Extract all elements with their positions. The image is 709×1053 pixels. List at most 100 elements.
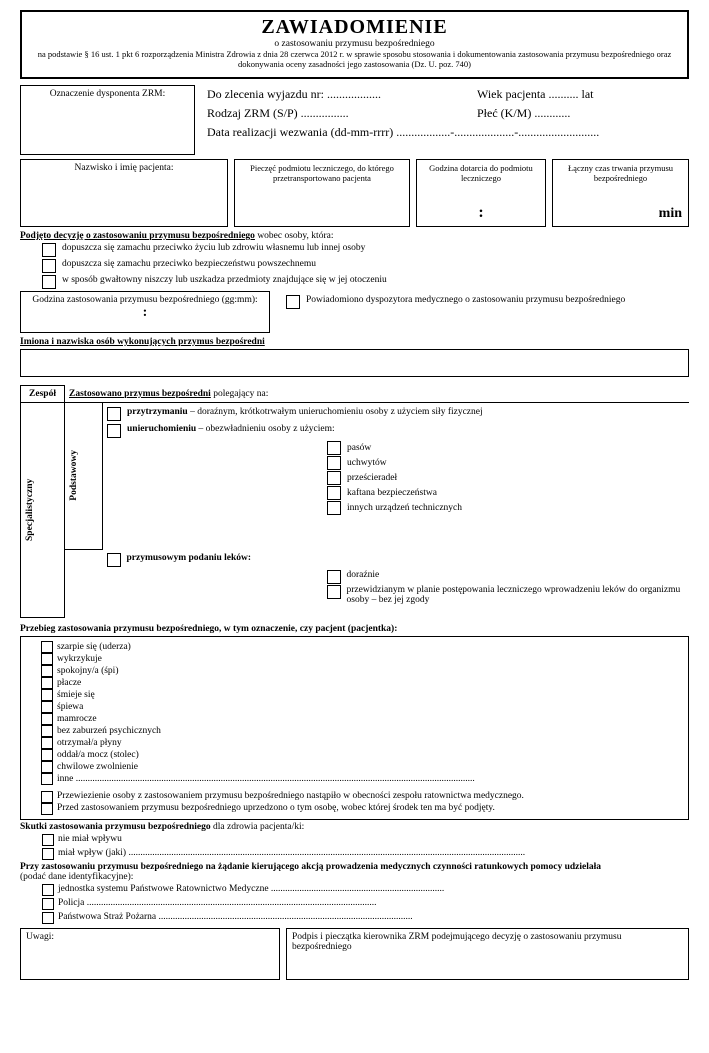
checkbox[interactable]	[41, 713, 53, 725]
checkbox[interactable]	[41, 665, 53, 677]
checkbox[interactable]	[327, 585, 341, 599]
signature-label: Podpis i pieczątka kierownika ZRM podejm…	[292, 932, 622, 952]
patient-name-box: Nazwisko i imię pacjenta:	[20, 159, 228, 227]
checkbox[interactable]	[41, 641, 53, 653]
patient-row: Nazwisko i imię pacjenta: Pieczęć podmio…	[20, 159, 689, 227]
zrm-type: Rodzaj ZRM (S/P) ................	[207, 106, 477, 121]
assist-item: jednostka systemu Państwowe Ratownictwo …	[58, 884, 444, 894]
checkbox[interactable]	[41, 803, 53, 815]
decision-text: dopuszcza się zamachu przeciwko bezpiecz…	[62, 259, 316, 269]
checkbox[interactable]	[42, 848, 54, 860]
immob-desc: – obezwładnieniu osoby z użyciem:	[196, 424, 335, 434]
checkbox[interactable]	[41, 737, 53, 749]
checkbox[interactable]	[42, 834, 54, 846]
dispatcher-row: Powiadomiono dyspozytora medycznego o za…	[276, 291, 689, 333]
team-specialist: Specjalistyczny	[25, 406, 35, 614]
course-item: spokojny/a (śpi)	[57, 666, 118, 676]
header-box: ZAWIADOMIENIE o zastosowaniu przymusu be…	[20, 10, 689, 79]
decision-item: dopuszcza się zamachu przeciwko życiu lu…	[42, 243, 689, 257]
doc-title: ZAWIADOMIENIE	[30, 16, 679, 39]
sub-item: prześcieradeł	[347, 473, 397, 483]
names-box[interactable]	[20, 349, 689, 377]
checkbox[interactable]	[42, 898, 54, 910]
apply-time-box: Godzina zastosowania przymusu bezpośredn…	[20, 291, 270, 333]
course-item: śpiewa	[57, 702, 83, 712]
decision-item: w sposób gwałtowny niszczy lub uszkadza …	[42, 275, 689, 289]
meds-item: doraźnie	[347, 570, 380, 580]
remarks-box[interactable]: Uwagi:	[20, 928, 280, 980]
checkbox[interactable]	[41, 689, 53, 701]
effects-section: Skutki zastosowania przymusu bezpośredni…	[20, 822, 689, 860]
checkbox[interactable]	[42, 912, 54, 924]
duration-label: Łączny czas trwania przymusu bezpośredni…	[568, 163, 673, 183]
team-basic: Podstawowy	[69, 406, 79, 546]
decision-section: Podjęto decyzję o zastosowaniu przymusu …	[20, 231, 689, 289]
effects-header-a: Skutki zastosowania przymusu bezpośredni…	[20, 822, 211, 832]
order-number: Do zlecenia wyjazdu nr: ................…	[207, 87, 477, 102]
course-header: Przebieg zastosowania przymusu bezpośred…	[20, 624, 689, 634]
effects-b: miał wpływ (jaki) ......................…	[58, 848, 525, 858]
checkbox[interactable]	[327, 471, 341, 485]
checkbox[interactable]	[327, 456, 341, 470]
checkbox[interactable]	[41, 725, 53, 737]
dispatcher-label: Powiadomiono dyspozytora medycznego o za…	[306, 295, 625, 305]
checkbox[interactable]	[42, 884, 54, 896]
course-item: szarpie się (uderza)	[57, 642, 131, 652]
stamp-label: Pieczęć podmiotu leczniczego, do którego…	[250, 163, 394, 183]
checkbox[interactable]	[41, 791, 53, 803]
checkbox[interactable]	[42, 243, 56, 257]
checkbox[interactable]	[327, 441, 341, 455]
checkbox[interactable]	[327, 501, 341, 515]
meds-item: przewidzianym w planie postępowania lecz…	[347, 585, 686, 605]
checkbox[interactable]	[327, 486, 341, 500]
checkbox[interactable]	[41, 653, 53, 665]
applied-a: Zastosowano przymus bezpośredni	[69, 389, 211, 399]
team-table: Zespół Zastosowano przymus bezpośredni p…	[20, 385, 689, 618]
names-header: Imiona i nazwiska osób wykonujących przy…	[20, 337, 689, 347]
patient-age: Wiek pacjenta .......... lat	[477, 87, 593, 102]
checkbox[interactable]	[327, 570, 341, 584]
decision-text: w sposób gwałtowny niszczy lub uszkadza …	[62, 275, 387, 285]
checkbox[interactable]	[41, 749, 53, 761]
assist-header-b: (podać dane identyfikacyjne):	[20, 872, 133, 882]
duration-box: Łączny czas trwania przymusu bezpośredni…	[552, 159, 689, 227]
checkbox[interactable]	[107, 553, 121, 567]
course-item: chwilowe zwolnienie	[57, 762, 138, 772]
course-item: śmieje się	[57, 690, 95, 700]
decision-header-b: wobec osoby, która:	[255, 231, 334, 241]
immob-label: unieruchomieniu	[127, 424, 196, 434]
checkbox[interactable]	[107, 424, 121, 438]
zrm-dispatcher-label: Oznaczenie dysponenta ZRM:	[50, 89, 166, 99]
course-item: wykrzykuje	[57, 654, 102, 664]
checkbox[interactable]	[41, 761, 53, 773]
stamp-box: Pieczęć podmiotu leczniczego, do którego…	[234, 159, 410, 227]
sub-item: pasów	[347, 443, 371, 453]
effects-a: nie miał wpływu	[58, 834, 122, 844]
doc-basis: na podstawie § 16 ust. 1 pkt 6 rozporząd…	[30, 49, 679, 69]
call-date: Data realizacji wezwania (dd-mm-rrrr) ..…	[207, 125, 689, 140]
arrival-time-label: Godzina dotarcia do podmiotu leczniczego	[429, 163, 533, 183]
course-item: mamrocze	[57, 714, 97, 724]
meds-header: przymusowym podaniu leków:	[127, 553, 252, 563]
order-info: Do zlecenia wyjazdu nr: ................…	[201, 85, 689, 155]
course-box: szarpie się (uderza) wykrzykuje spokojny…	[20, 636, 689, 820]
checkbox[interactable]	[42, 275, 56, 289]
checkbox[interactable]	[107, 407, 121, 421]
decision-text: dopuszcza się zamachu przeciwko życiu lu…	[62, 243, 365, 253]
doc-subtitle: o zastosowaniu przymusu bezpośredniego	[30, 39, 679, 49]
apply-time-label: Godzina zastosowania przymusu bezpośredn…	[32, 295, 257, 305]
assist-header-a: Przy zastosowaniu przymusu bezpośrednieg…	[20, 862, 601, 872]
checkbox[interactable]	[286, 295, 300, 309]
checkbox[interactable]	[41, 701, 53, 713]
checkbox[interactable]	[42, 259, 56, 273]
checkbox[interactable]	[41, 773, 53, 785]
apply-time-value: :	[26, 305, 264, 321]
checkbox[interactable]	[41, 677, 53, 689]
duration-unit: min	[659, 206, 682, 222]
assist-section: Przy zastosowaniu przymusu bezpośrednieg…	[20, 862, 689, 924]
hold-label: przytrzymaniu	[127, 407, 188, 417]
decision-item: dopuszcza się zamachu przeciwko bezpiecz…	[42, 259, 689, 273]
course-trans1: Przewiezienie osoby z zastosowaniem przy…	[57, 791, 524, 801]
course-item: płacze	[57, 678, 81, 688]
assist-item: Policja ................................…	[58, 898, 377, 908]
